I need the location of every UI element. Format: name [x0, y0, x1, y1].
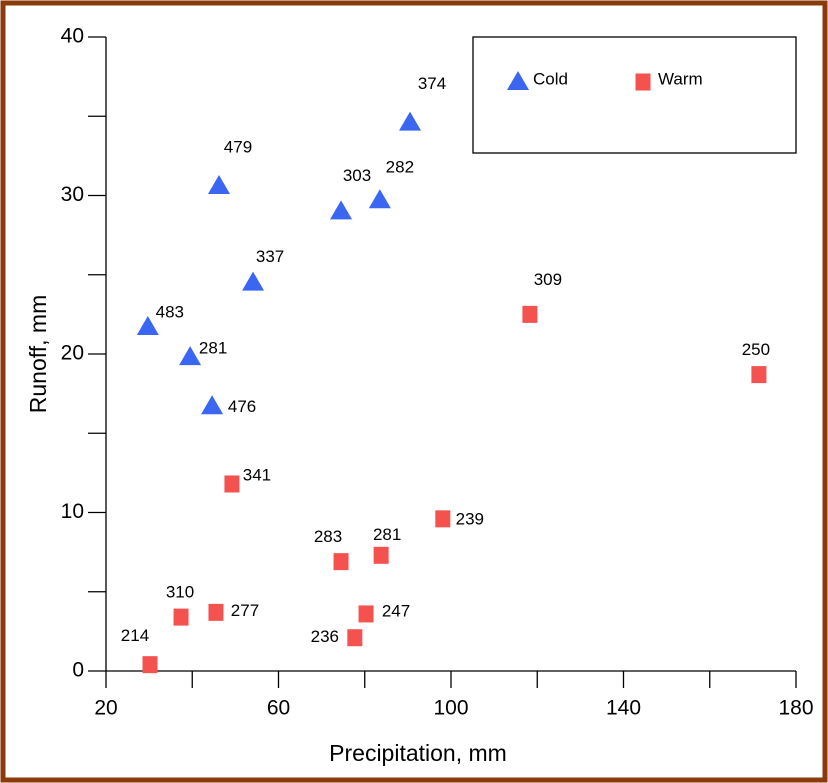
point-label: 309 — [534, 270, 562, 289]
point-label: 239 — [456, 509, 484, 528]
triangle-marker — [399, 111, 422, 131]
square-marker — [208, 603, 224, 621]
triangle-marker — [507, 71, 529, 90]
triangle-marker — [136, 316, 159, 336]
triangle-marker — [368, 189, 391, 209]
x-tick-label: 140 — [606, 697, 641, 720]
x-tick-label: 180 — [778, 697, 813, 720]
y-tick-label: 20 — [61, 342, 84, 365]
point-label: 341 — [243, 465, 271, 484]
x-tick-label: 20 — [94, 697, 117, 720]
point-label: 283 — [314, 527, 342, 546]
square-marker — [358, 605, 374, 623]
x-tick-label: 60 — [267, 697, 290, 720]
y-axis-title: Runoff, mm — [25, 295, 51, 413]
square-marker — [333, 553, 349, 571]
point-label: 282 — [386, 158, 414, 177]
x-tick-label: 100 — [433, 697, 468, 720]
point-label: 483 — [156, 303, 184, 322]
x-axis-title: Precipitation, mm — [329, 740, 507, 766]
square-marker — [751, 366, 767, 384]
point-label: 374 — [418, 74, 446, 93]
point-label: 281 — [373, 525, 401, 544]
triangle-marker — [201, 395, 224, 415]
point-label: 281 — [199, 339, 227, 358]
point-label: 476 — [228, 397, 256, 416]
square-marker — [224, 475, 240, 493]
y-tick-label: 10 — [61, 500, 84, 523]
square-marker — [347, 629, 363, 647]
legend-label: Cold — [533, 69, 568, 88]
triangle-marker — [207, 174, 230, 194]
triangle-marker — [179, 346, 202, 366]
point-label: 337 — [256, 247, 284, 266]
point-label: 310 — [166, 583, 194, 602]
point-label: 250 — [742, 340, 770, 359]
triangle-marker — [330, 200, 353, 220]
square-marker — [142, 656, 158, 674]
square-marker — [373, 546, 389, 564]
y-tick-label: 0 — [72, 659, 84, 682]
point-label: 479 — [224, 137, 252, 156]
point-label: 214 — [121, 626, 149, 645]
square-marker — [435, 510, 451, 528]
square-marker — [522, 305, 538, 323]
point-label: 277 — [231, 601, 259, 620]
square-marker — [635, 73, 651, 91]
point-label: 303 — [343, 166, 371, 185]
legend-box — [472, 36, 797, 154]
y-tick-label: 40 — [61, 25, 84, 48]
triangle-marker — [242, 271, 265, 291]
square-marker — [173, 608, 189, 626]
point-label: 236 — [311, 627, 339, 646]
legend-label: Warm — [658, 69, 703, 88]
y-tick-label: 30 — [61, 183, 84, 206]
point-label: 247 — [382, 601, 410, 620]
